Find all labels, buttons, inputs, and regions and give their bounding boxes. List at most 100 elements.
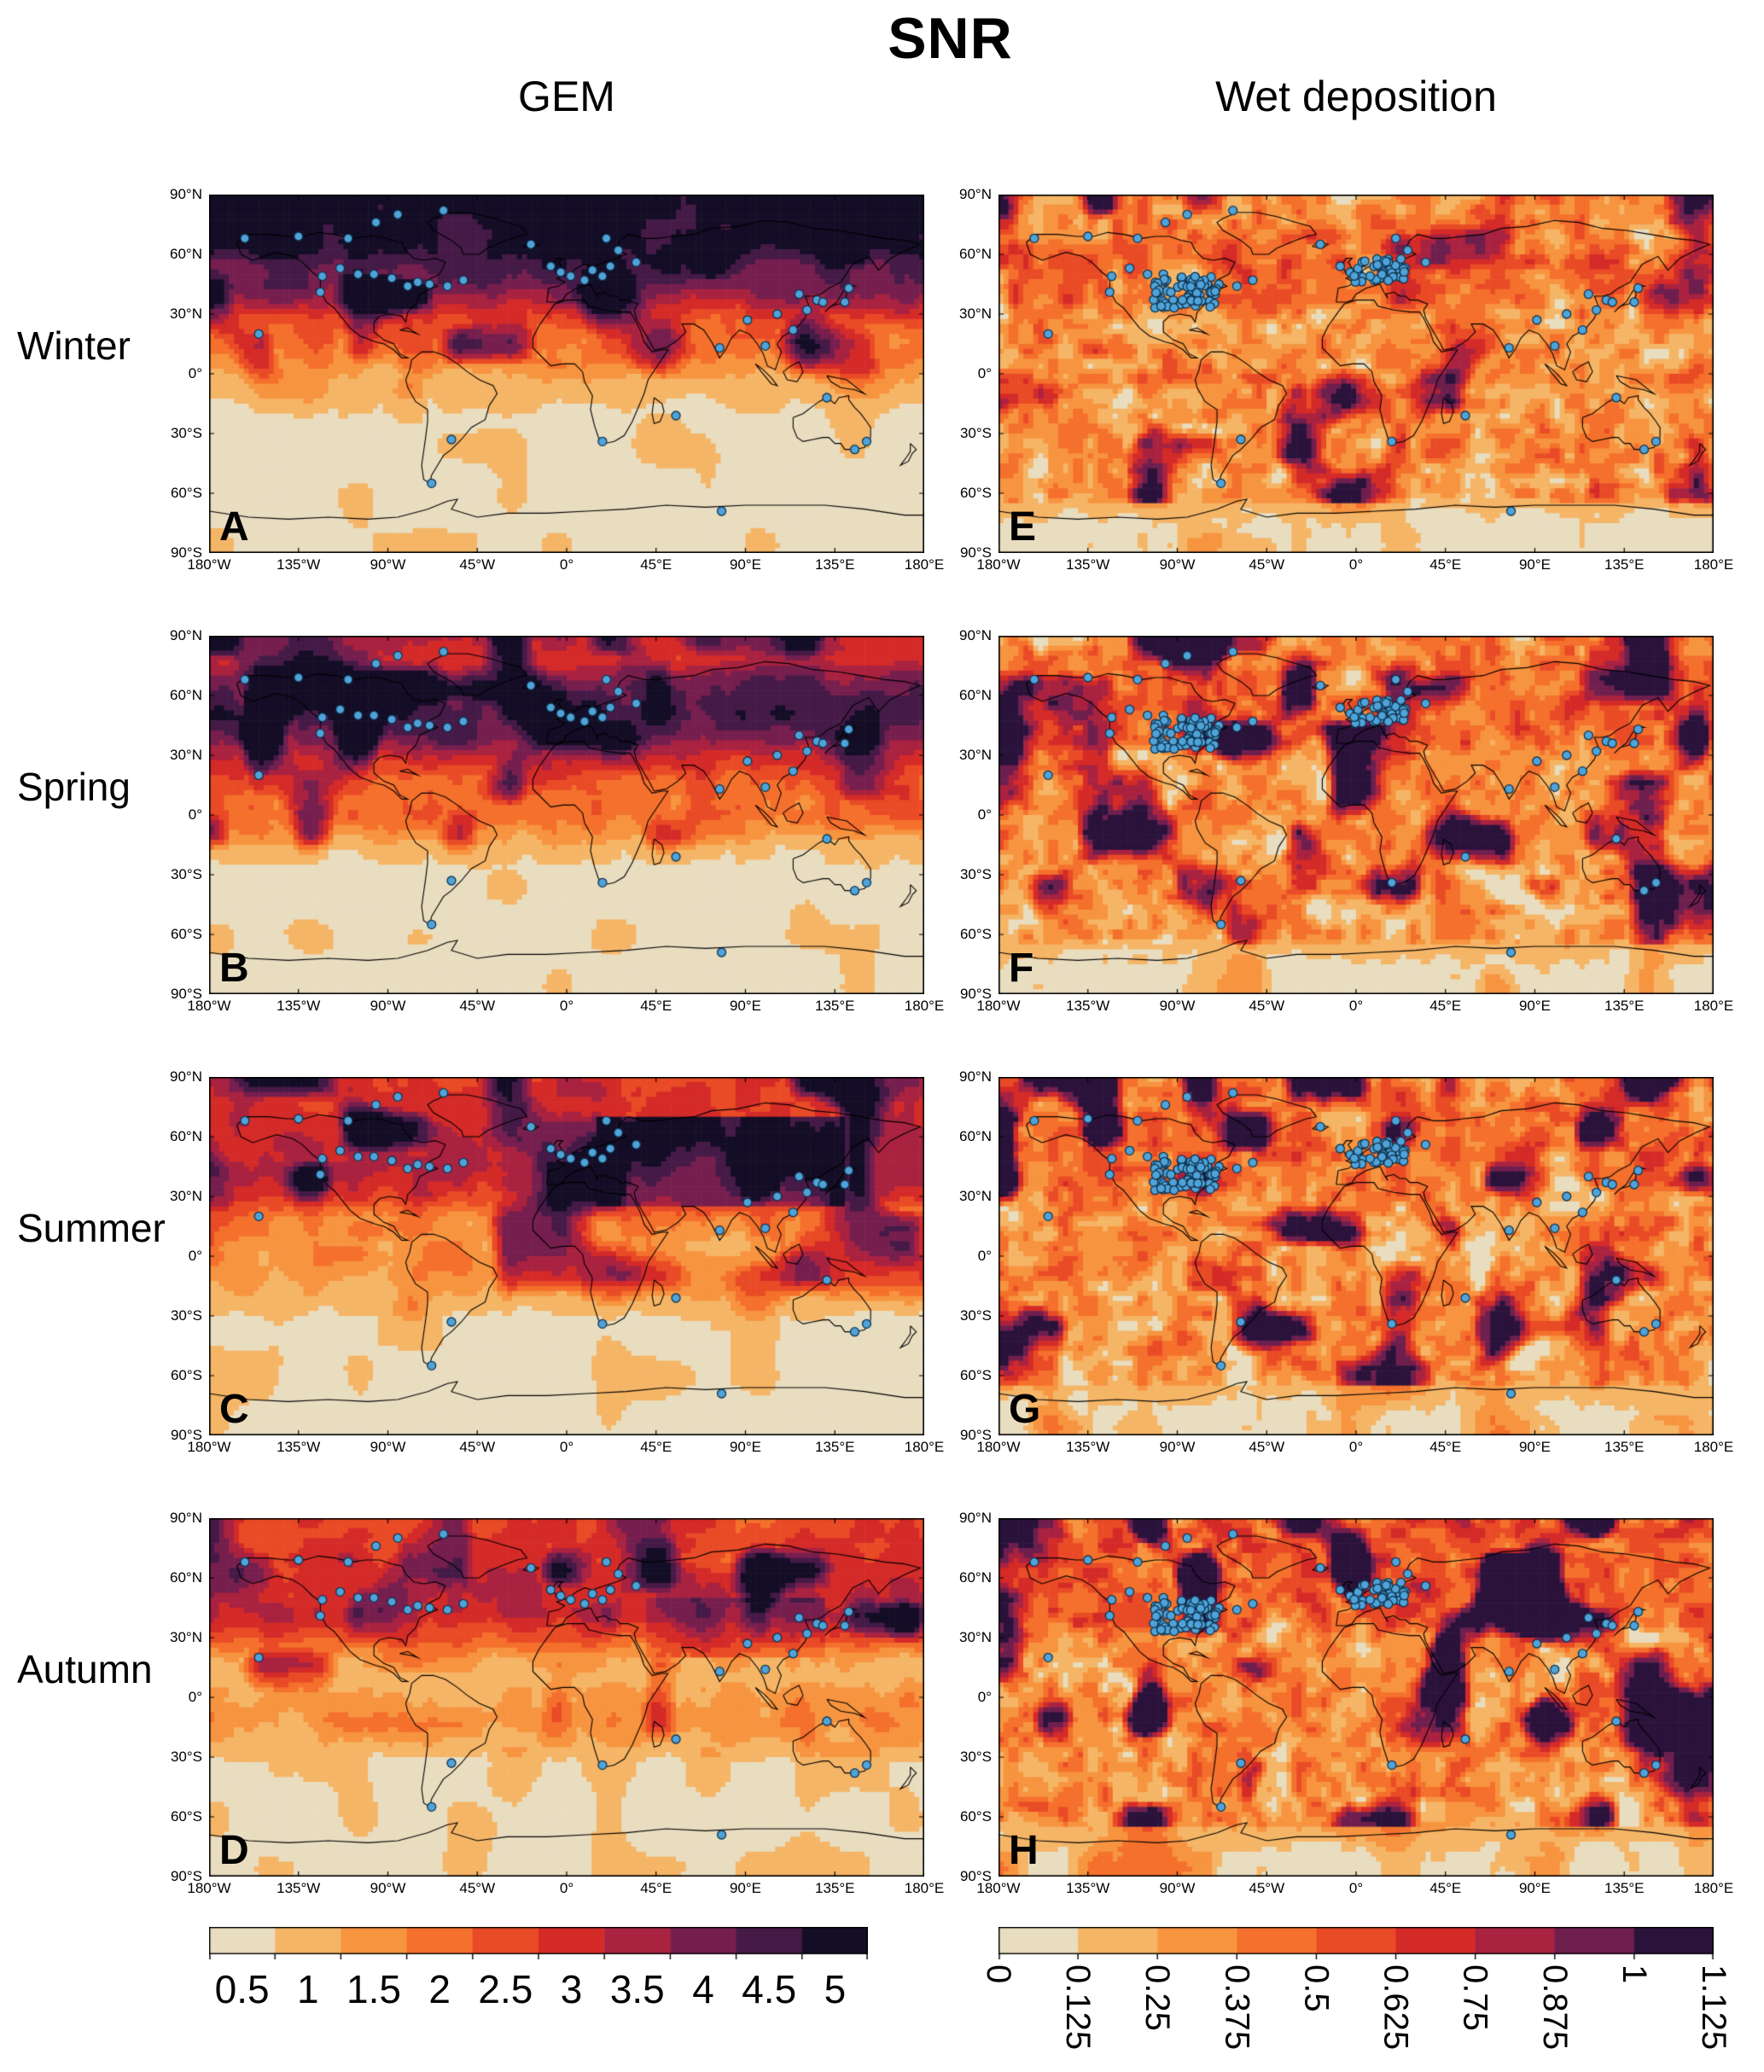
map-panel-A: A 90°N 60°N 30°N 0° 30°S 60°S 90°S 180°W 135°W 90°…: [170, 187, 944, 573]
lat-tick-label: 30°S: [170, 425, 202, 441]
lon-tick-label: 135°E: [1604, 556, 1645, 573]
lon-tick-label: 45°W: [459, 998, 496, 1014]
lat-tick-label: 30°N: [170, 1188, 202, 1204]
lat-tick-label: 0°: [188, 806, 202, 823]
map-panel-D: D 90°N 60°N 30°N 0° 30°S 60°S 90°S 180°W 135°W 90°…: [170, 1510, 944, 1897]
lat-tick-label: 30°S: [959, 866, 992, 882]
row-label-autumn: Autumn: [17, 1647, 153, 1691]
lat-tick-label: 90°S: [170, 544, 202, 561]
colorbar-wet-tick: 0.375: [1218, 1964, 1256, 2051]
lat-tick-label: 90°S: [170, 1868, 202, 1884]
panel-letter-H: H: [1009, 1828, 1039, 1873]
lat-tick-label: 60°N: [959, 1569, 992, 1586]
lat-tick-label: 90°N: [170, 1068, 202, 1085]
colorbar-wet: [998, 1927, 1714, 1959]
lon-tick-label: 135°E: [1604, 1439, 1645, 1455]
lon-tick-label: 135°E: [814, 1439, 855, 1455]
lat-tick-label: 0°: [188, 365, 202, 381]
lat-tick-label: 60°S: [959, 1808, 992, 1825]
colorbar-gem-tick: 2: [428, 1967, 451, 2011]
lat-tick-label: 0°: [977, 365, 992, 381]
lon-tick-label: 135°W: [1066, 1880, 1110, 1896]
lon-tick-label: 45°E: [1429, 556, 1462, 573]
lon-tick-label: 45°W: [1249, 556, 1285, 573]
lon-tick-label: 0°: [1348, 1880, 1364, 1896]
lon-tick-label: 45°E: [1429, 1880, 1462, 1896]
lat-tick-label: 90°S: [170, 1427, 202, 1443]
lat-tick-label: 60°N: [170, 1128, 202, 1144]
lat-tick-label: 90°N: [170, 1510, 202, 1526]
lon-tick-label: 180°W: [187, 556, 231, 573]
map-canvas-G: [998, 1077, 1714, 1435]
colorbar-gem-tick: 0.5: [214, 1967, 270, 2011]
lon-tick-label: 0°: [559, 1880, 574, 1896]
map-panel-G: G 90°N 60°N 30°N 0° 30°S 60°S 90°S 180°W 135°W 90°…: [959, 1069, 1733, 1456]
lon-tick-label: 45°W: [1249, 1439, 1285, 1455]
lon-tick-label: 45°W: [459, 556, 496, 573]
lat-tick-label: 90°N: [170, 627, 202, 643]
lon-tick-label: 135°W: [277, 1880, 321, 1896]
lat-tick-label: 30°N: [959, 747, 992, 763]
lon-tick-label: 90°W: [1159, 1439, 1196, 1455]
colorbar-wet-tick: 0.125: [1059, 1964, 1097, 2051]
lon-tick-label: 180°E: [904, 998, 945, 1014]
lon-tick-label: 180°W: [187, 998, 231, 1014]
lon-tick-label: 90°W: [370, 998, 406, 1014]
map-canvas-B: [209, 636, 924, 994]
lon-tick-label: 135°W: [277, 1439, 321, 1455]
lat-tick-label: 90°N: [170, 186, 202, 202]
lat-tick-label: 0°: [188, 1248, 202, 1264]
lat-tick-label: 30°S: [959, 1749, 992, 1765]
colorbar-gem-tick: 1: [297, 1967, 319, 2011]
lat-tick-label: 90°S: [170, 986, 202, 1002]
lon-tick-label: 90°W: [370, 1439, 406, 1455]
figure-title: SNR: [888, 6, 1013, 71]
colorbar-wet-tick: 0.625: [1377, 1964, 1415, 2051]
map-panel-B: B 90°N 60°N 30°N 0° 30°S 60°S 90°S 180°W 135°W 90°…: [170, 628, 944, 1015]
lat-tick-label: 60°S: [959, 1367, 992, 1383]
colorbar-gem-canvas: [209, 1927, 868, 1959]
lat-tick-label: 60°N: [959, 246, 992, 262]
lon-tick-label: 45°E: [1429, 1439, 1462, 1455]
colorbar-gem-tick: 5: [824, 1967, 847, 2011]
lat-tick-label: 90°N: [959, 627, 992, 643]
map-panel-F: F 90°N 60°N 30°N 0° 30°S 60°S 90°S 180°W 135°W 90°…: [959, 628, 1733, 1015]
lon-tick-label: 45°W: [1249, 998, 1285, 1014]
lon-tick-label: 90°E: [729, 1439, 762, 1455]
lat-tick-label: 60°N: [170, 246, 202, 262]
lat-tick-label: 60°N: [170, 1569, 202, 1586]
lon-tick-label: 135°E: [814, 998, 855, 1014]
lon-tick-label: 90°E: [729, 1880, 762, 1896]
lon-tick-label: 135°W: [1066, 556, 1110, 573]
lon-tick-label: 90°E: [1518, 1880, 1552, 1896]
lat-tick-label: 60°N: [170, 687, 202, 703]
map-canvas-E: [998, 195, 1714, 553]
lat-tick-label: 60°N: [959, 1128, 992, 1144]
lon-tick-label: 0°: [559, 998, 574, 1014]
lat-tick-label: 30°N: [959, 1629, 992, 1645]
column-header-wet: Wet deposition: [1215, 73, 1497, 120]
panel-letter-C: C: [219, 1387, 249, 1432]
lat-tick-label: 0°: [188, 1689, 202, 1705]
lat-tick-label: 90°S: [959, 1868, 992, 1884]
lat-tick-label: 30°S: [959, 425, 992, 441]
lat-tick-label: 60°S: [170, 926, 202, 942]
lon-tick-label: 135°E: [814, 556, 855, 573]
colorbar-wet-tick: 1: [1615, 1964, 1653, 1984]
lon-tick-label: 90°W: [1159, 556, 1196, 573]
lat-tick-label: 90°N: [959, 1068, 992, 1085]
lon-tick-label: 180°E: [1693, 1880, 1734, 1896]
colorbar-wet-tick: 0: [980, 1964, 1017, 1984]
lat-tick-label: 0°: [977, 1689, 992, 1705]
lon-tick-label: 45°E: [1429, 998, 1462, 1014]
map-canvas-F: [998, 636, 1714, 994]
lat-tick-label: 30°N: [170, 1629, 202, 1645]
colorbar-gem-tick: 4: [692, 1967, 714, 2011]
lon-tick-label: 45°E: [640, 1439, 672, 1455]
lon-tick-label: 180°E: [1693, 1439, 1734, 1455]
colorbar-gem-tick: 4.5: [742, 1967, 797, 2011]
lat-tick-label: 60°N: [959, 687, 992, 703]
map-canvas-H: [998, 1518, 1714, 1877]
lon-tick-label: 180°E: [1693, 998, 1734, 1014]
